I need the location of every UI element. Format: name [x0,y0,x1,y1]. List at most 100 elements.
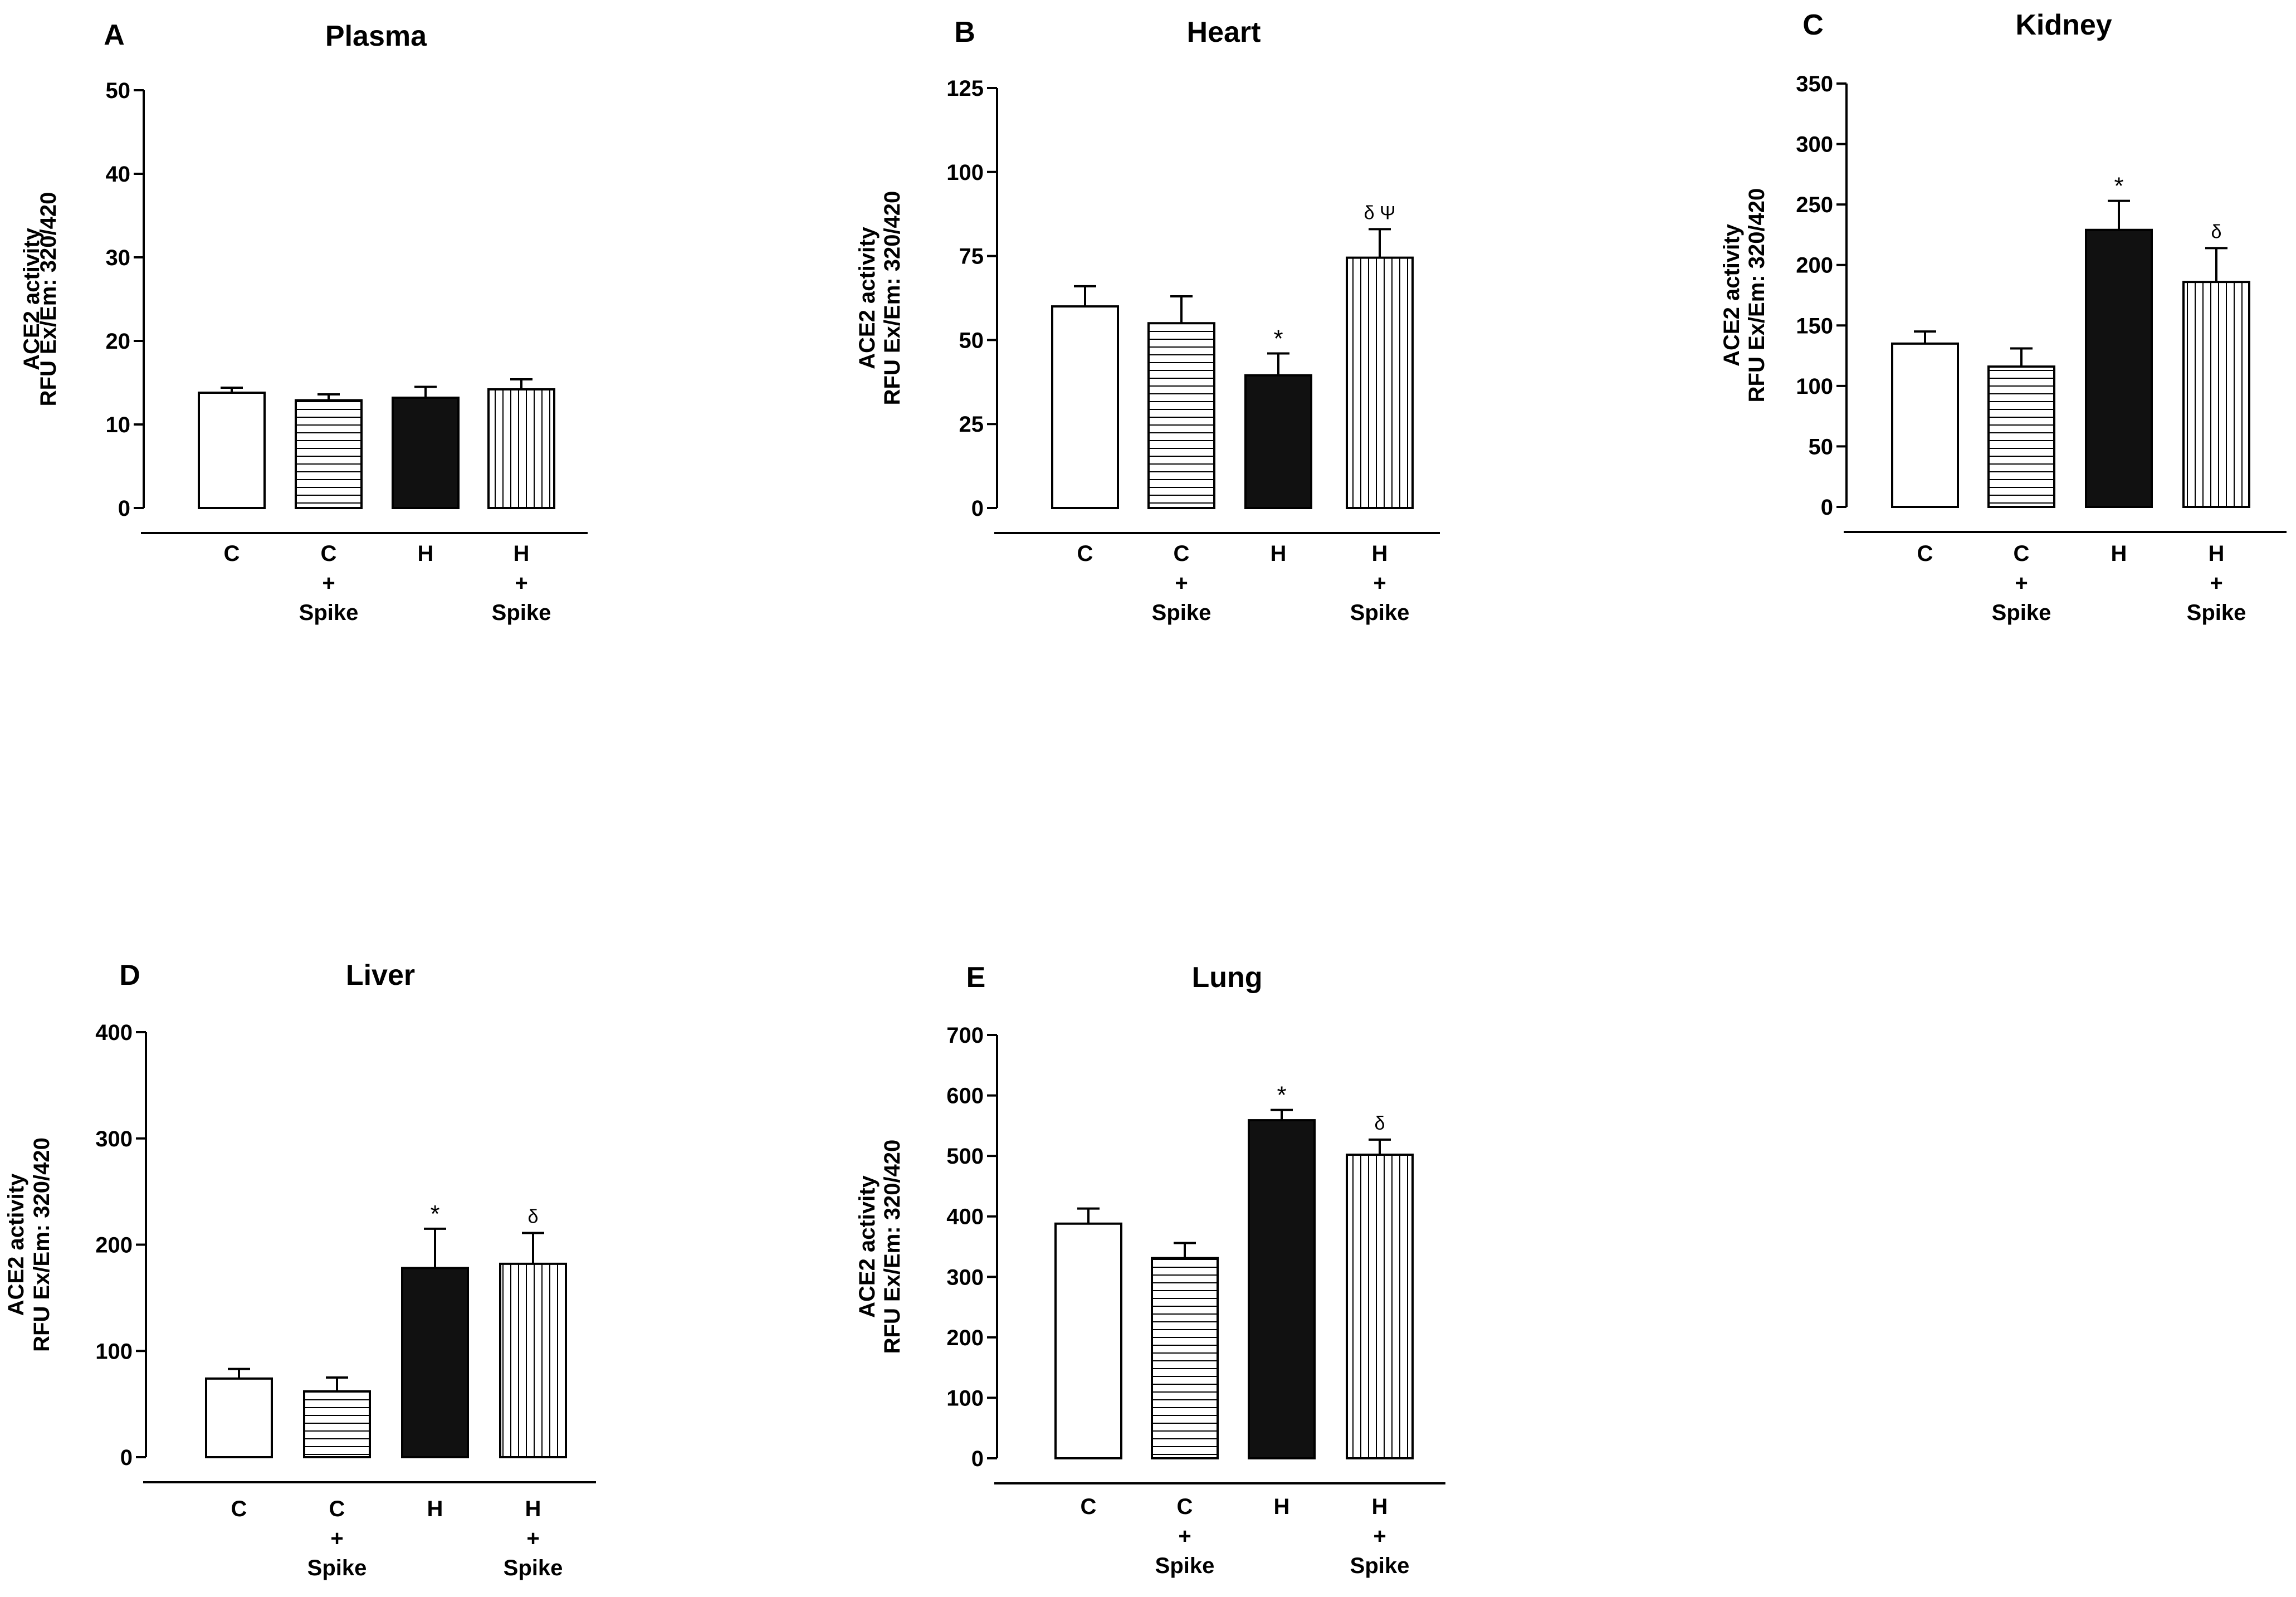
significance-mark: * [1273,325,1283,353]
x-tick-label: + [1373,571,1386,595]
y-tick-label: 20 [106,329,131,354]
y-tick-label: 100 [95,1339,133,1364]
x-tick-label: + [526,1526,539,1551]
bar [401,1267,469,1459]
bar [1891,342,1959,508]
x-tick-label: C [2014,541,2030,566]
x-tick-label: + [515,571,527,595]
x-tick-label: Spike [1350,600,1410,625]
y-tick-label: 200 [95,1233,133,1258]
y-tick-label: 600 [946,1084,984,1108]
panel-title: Plasma [325,20,427,52]
y-tick-label: 300 [946,1265,984,1290]
x-tick-label: H [1271,541,1287,566]
panel-letter: D [119,959,140,992]
x-tick-label: + [1373,1524,1386,1549]
x-tick-label: H [427,1497,443,1521]
significance-mark: * [2114,173,2123,200]
x-tick-label: H [418,541,434,566]
panel-e: E Lung ACE2 activity RFU Ex/Em: 320/420 0 100… [855,961,1445,1578]
bar [1346,256,1414,509]
x-tick-label: C [1174,541,1190,566]
significance-mark: δ [2211,221,2222,242]
y-tick-label: 300 [95,1127,133,1151]
bar [1346,1153,1414,1459]
y-axis-label: RFU Ex/Em: 320/420 [1745,188,1769,403]
y-tick-label: 0 [120,1445,133,1470]
x-tick-label: C [1077,541,1093,566]
y-tick-label: 25 [959,412,984,437]
x-tick-label: + [2015,571,2028,595]
x-tick-label: + [330,1526,343,1551]
bar [205,1377,273,1458]
panel-letter: B [954,16,975,48]
y-tick-label: 125 [946,76,984,101]
x-tick-label: Spike [492,600,551,625]
panel-letter: E [966,961,986,994]
bar [1147,322,1215,509]
y-tick-label: 350 [1796,72,1833,96]
y-tick-label: 40 [106,162,131,187]
y-tick-label: 150 [1796,314,1833,338]
y-axis-label: ACE2 activity [1719,223,1744,366]
x-tick-label: C [224,541,240,566]
y-tick-label: 250 [1796,193,1833,217]
x-tick-label: C [1177,1495,1193,1519]
panel-title: Liver [346,959,415,992]
y-axis-label: RFU Ex/Em: 320/420 [880,191,905,406]
y-tick-label: 50 [959,328,984,353]
panel-b: B Heart ACE2 activity RFU Ex/Em: 320/420 0 25… [855,16,1440,625]
x-tick-label: Spike [504,1556,563,1580]
x-tick-label: H [2209,541,2225,566]
panel-letter: C [1802,9,1824,41]
y-tick-label: 0 [971,1447,984,1471]
y-tick-label: 500 [946,1144,984,1169]
x-tick-label: C [1917,541,1933,566]
y-axis-label: RFU Ex/Em: 320/420 [30,1137,54,1352]
y-tick-label: 50 [106,79,131,103]
y-tick-label: 10 [106,413,131,437]
x-tick-label: H [514,541,530,566]
y-tick-label: 100 [946,160,984,185]
significance-mark: δ [1375,1113,1385,1134]
x-tick-label: C [1081,1495,1097,1519]
x-tick-label: Spike [307,1556,367,1580]
bar [2182,281,2250,508]
panel-d: D Liver ACE2 activity RFU Ex/Em: 320/420 0 10… [4,959,596,1580]
y-tick-label: 400 [95,1020,133,1045]
y-tick-label: 75 [959,245,984,269]
x-tick-label: C [231,1497,247,1521]
bar [295,399,363,509]
panel-title: Heart [1187,16,1261,48]
panel-title: Kidney [2015,9,2112,41]
y-tick-label: 0 [1821,495,1833,520]
bar [303,1390,371,1459]
y-axis-label: ACE2 activity [855,226,880,369]
y-tick-label: 0 [118,496,130,521]
x-tick-label: H [525,1497,541,1521]
x-tick-label: Spike [299,600,359,625]
bar [198,392,266,509]
bar [1054,1222,1122,1460]
x-tick-label: + [1178,1524,1191,1549]
y-tick-label: 0 [971,496,984,521]
panel-title: Lung [1191,961,1262,994]
bar [1248,1119,1316,1459]
y-tick-label: 30 [106,246,131,270]
y-axis-label: ACE2 activity [855,1175,880,1317]
y-tick-label: 200 [1796,253,1833,278]
bar [1244,374,1312,510]
bar [487,388,555,509]
bar [1151,1257,1219,1460]
y-tick-label: 700 [946,1023,984,1048]
panel-letter: A [104,19,125,51]
bar [1051,305,1119,510]
y-tick-label: 400 [946,1205,984,1229]
x-tick-label: H [2111,541,2127,566]
x-tick-label: Spike [1152,600,1211,625]
y-tick-label: 100 [946,1386,984,1410]
y-tick-label: 50 [1809,434,1834,459]
bar [2085,228,2153,508]
x-tick-label: C [329,1497,345,1521]
